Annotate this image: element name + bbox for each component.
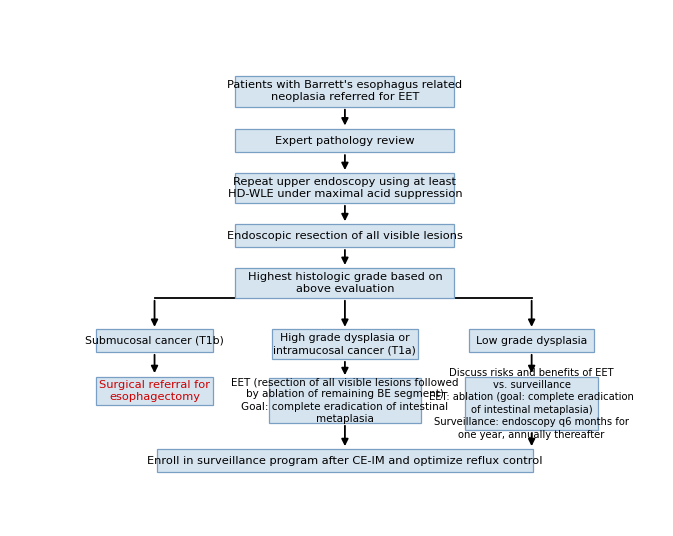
Text: Repeat upper endoscopy using at least
HD-WLE under maximal acid suppression: Repeat upper endoscopy using at least HD… — [227, 177, 462, 199]
FancyBboxPatch shape — [269, 378, 421, 423]
Text: Discuss risks and benefits of EET
vs. surveillance
EET: ablation (goal: complete: Discuss risks and benefits of EET vs. su… — [429, 368, 634, 440]
FancyBboxPatch shape — [236, 76, 454, 107]
Text: Expert pathology review: Expert pathology review — [275, 136, 415, 146]
Text: High grade dysplasia or
intramucosal cancer (T1a): High grade dysplasia or intramucosal can… — [273, 333, 417, 355]
FancyBboxPatch shape — [469, 330, 594, 352]
Text: Submucosal cancer (T1b): Submucosal cancer (T1b) — [85, 336, 224, 346]
FancyBboxPatch shape — [465, 377, 598, 430]
Text: Highest histologic grade based on
above evaluation: Highest histologic grade based on above … — [248, 272, 442, 294]
FancyBboxPatch shape — [236, 224, 454, 247]
FancyBboxPatch shape — [236, 268, 454, 298]
Text: Low grade dysplasia: Low grade dysplasia — [476, 336, 588, 346]
Text: Patients with Barrett's esophagus related
neoplasia referred for EET: Patients with Barrett's esophagus relate… — [227, 80, 462, 102]
FancyBboxPatch shape — [236, 129, 454, 152]
FancyBboxPatch shape — [272, 329, 418, 359]
FancyBboxPatch shape — [96, 330, 213, 352]
Text: Surgical referral for
esophagectomy: Surgical referral for esophagectomy — [99, 380, 210, 403]
FancyBboxPatch shape — [96, 377, 213, 405]
Text: Enroll in surveillance program after CE-IM and optimize reflux control: Enroll in surveillance program after CE-… — [147, 456, 542, 466]
FancyBboxPatch shape — [236, 173, 454, 203]
FancyBboxPatch shape — [157, 449, 532, 472]
Text: Endoscopic resection of all visible lesions: Endoscopic resection of all visible lesi… — [227, 230, 463, 241]
Text: EET (resection of all visible lesions followed
by ablation of remaining BE segme: EET (resection of all visible lesions fo… — [231, 377, 459, 425]
